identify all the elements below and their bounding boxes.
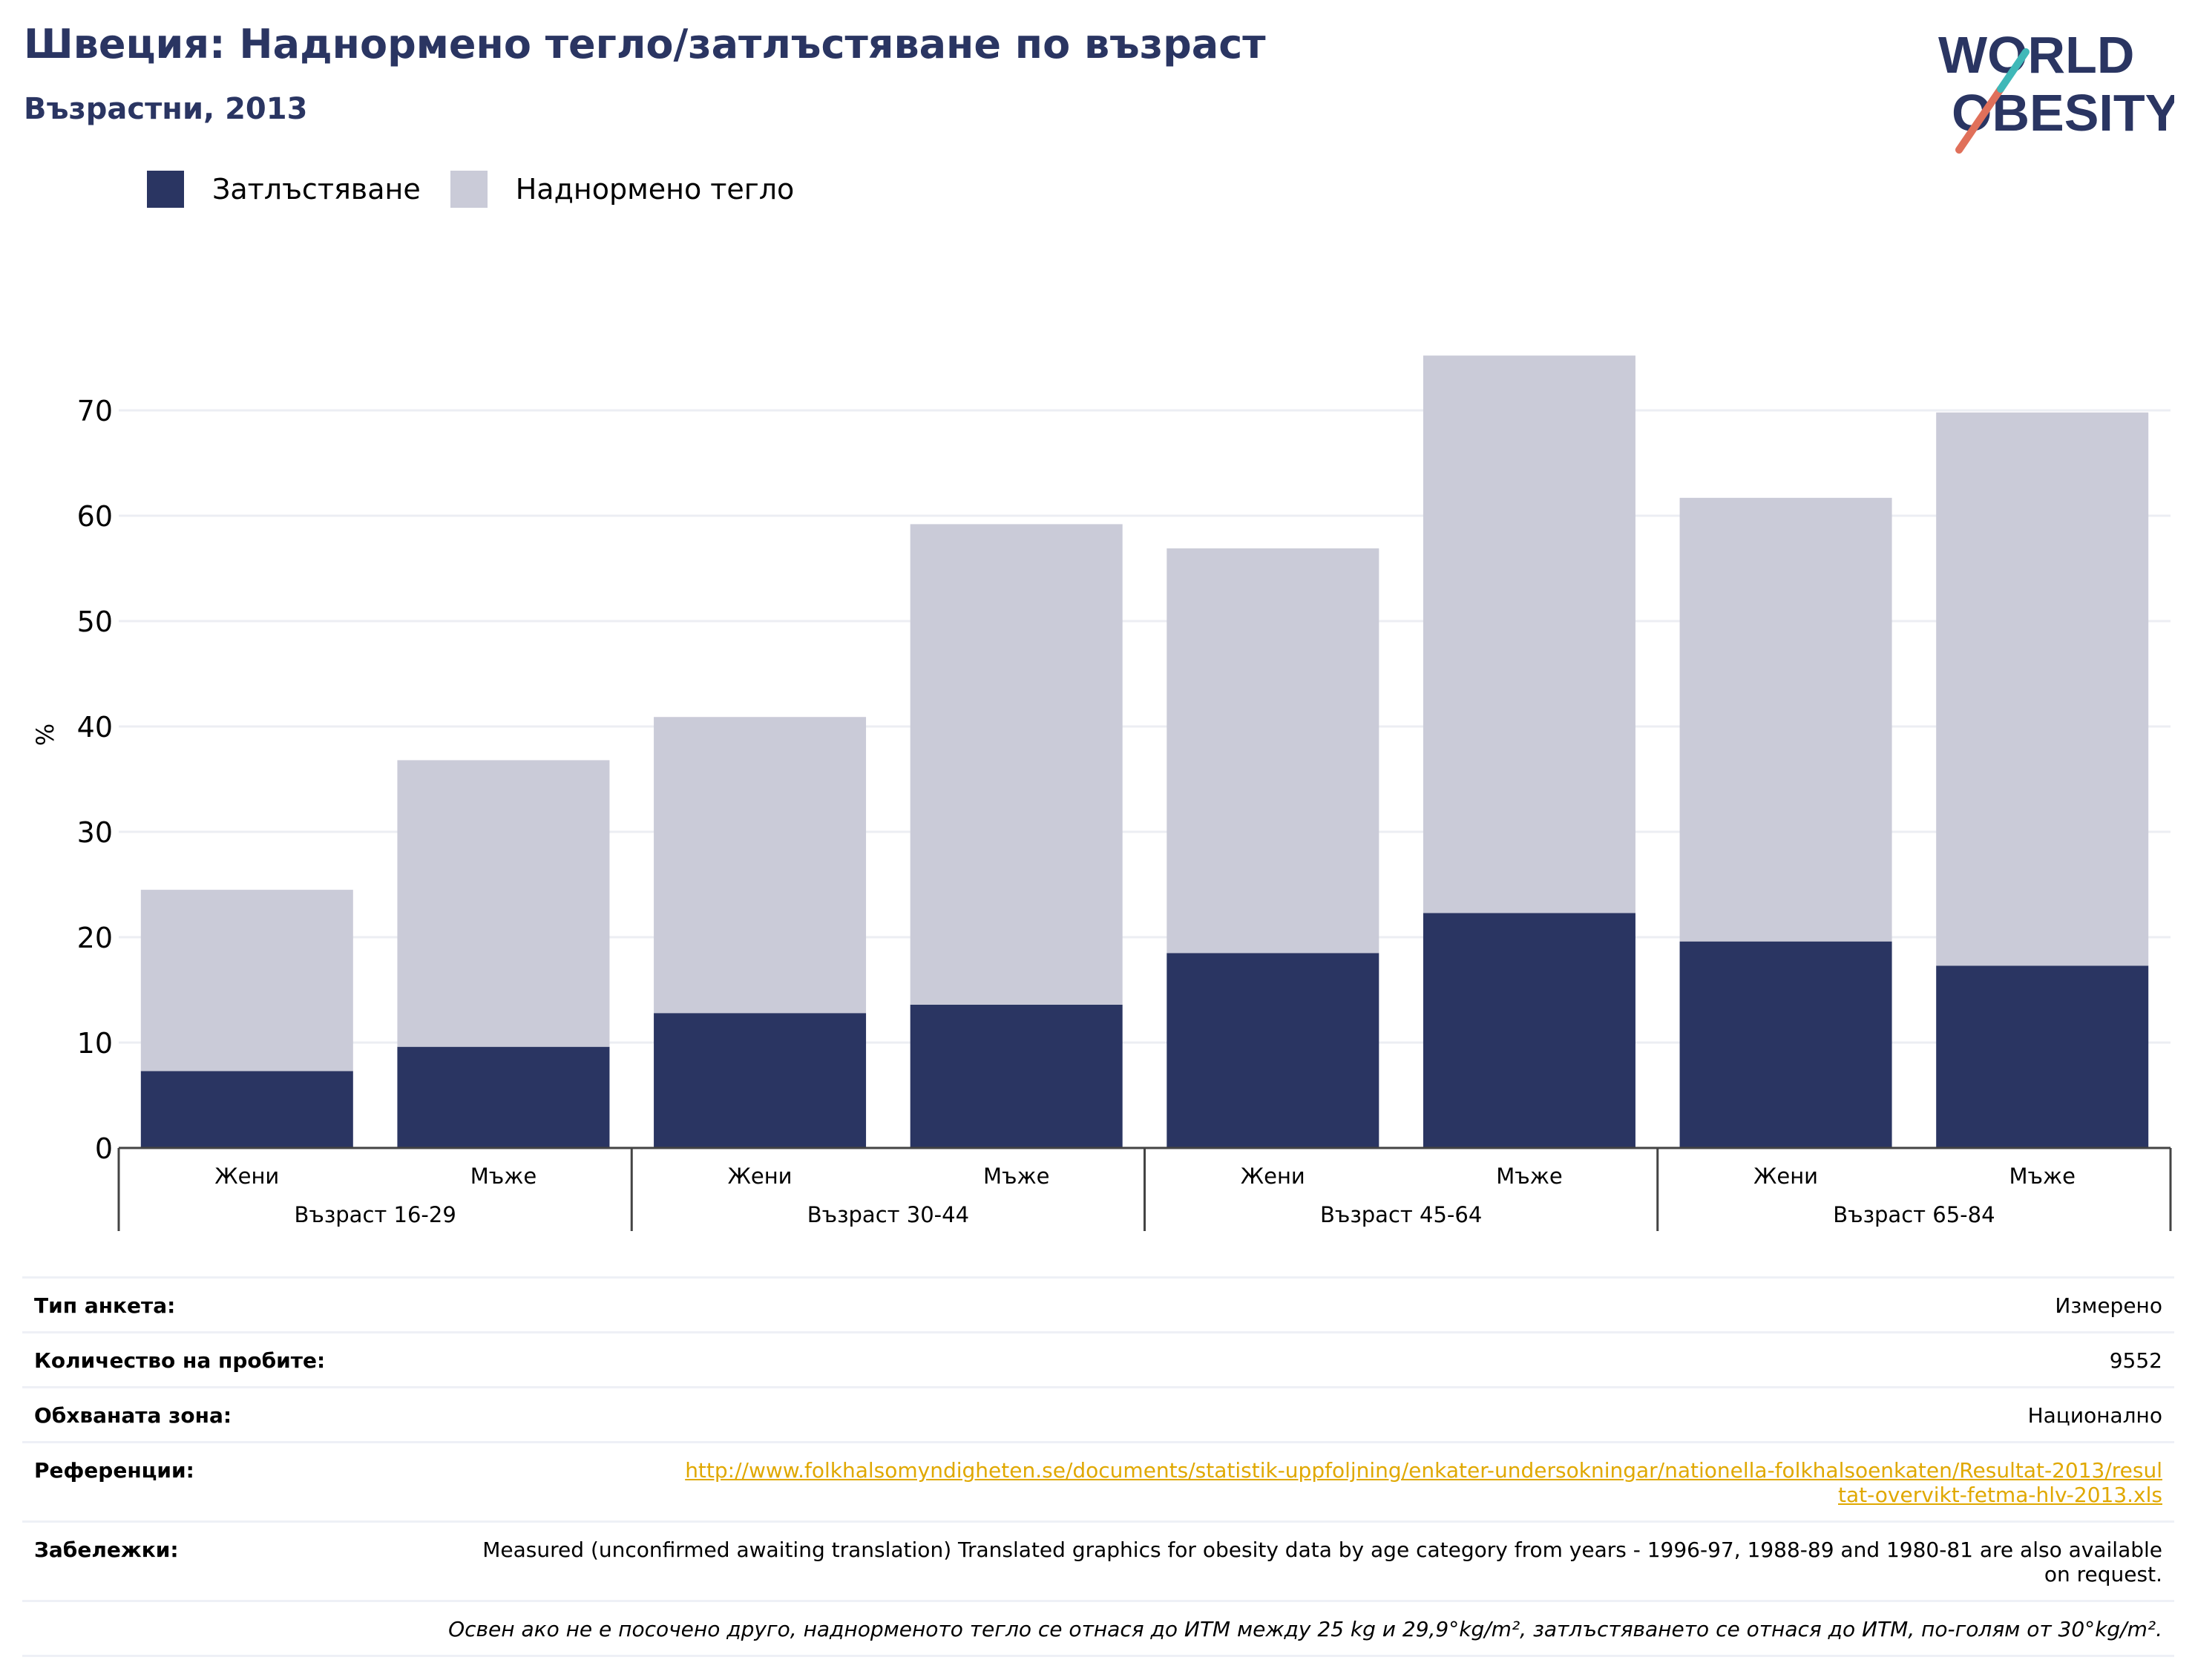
bar-obesity — [910, 1004, 1123, 1148]
info-row-footnote: Освен ако не е посочено друго, наднормен… — [22, 1600, 2174, 1657]
bar-overweight — [1679, 497, 1892, 942]
x-tick-label: Мъже — [983, 1164, 1049, 1189]
y-tick-label: 60 — [77, 500, 113, 533]
bar-overweight — [654, 717, 867, 1014]
legend-item-overweight[interactable]: Наднормено тегло — [450, 171, 795, 208]
logo-slash-teal — [1997, 48, 2030, 93]
chart-legend: Затлъстяване Наднормено тегло — [147, 171, 824, 208]
y-tick-label: 30 — [77, 816, 113, 849]
info-value-survey-type: Измерено — [2055, 1293, 2162, 1318]
x-tick-label: Жени — [1753, 1164, 1818, 1189]
y-tick-label: 50 — [77, 606, 113, 638]
bar-overweight — [1423, 355, 1635, 913]
stacked-bar-chart: 0 10 20 30 40 50 60 70% Жени Мъже Жени Мъже Жени Мъже… — [31, 355, 2172, 1231]
chart-title: Швеция: Наднормено тегло/затлъстяване по… — [24, 21, 1266, 68]
info-label-survey-type: Тип анкета: — [34, 1293, 176, 1318]
info-row-survey-type: Тип анкета: Измерено — [22, 1276, 2174, 1331]
bar-obesity — [1679, 941, 1892, 1148]
bar-obesity — [1936, 965, 2149, 1148]
info-label-references: Референции: — [34, 1458, 194, 1483]
x-tick-label: Жени — [1241, 1164, 1305, 1189]
bar-obesity — [1167, 953, 1379, 1148]
y-tick-label: 0 — [95, 1132, 113, 1165]
info-label-sample-size: Количество на пробите: — [34, 1348, 326, 1373]
info-value-area: Национално — [2027, 1403, 2162, 1428]
info-row-area: Обхваната зона: Национално — [22, 1386, 2174, 1441]
legend-item-obesity[interactable]: Затлъстяване — [147, 171, 421, 208]
bar-overweight — [397, 760, 610, 1047]
bar-overweight — [1167, 548, 1379, 954]
bar-obesity — [654, 1013, 867, 1148]
survey-info-table: Тип анкета: Измерено Количество на проби… — [22, 1276, 2174, 1657]
info-value-sample-size: 9552 — [2109, 1348, 2162, 1373]
legend-swatch-obesity — [147, 171, 184, 208]
y-tick-label: 70 — [77, 395, 113, 427]
bar-overweight — [1936, 412, 2149, 966]
x-tick-label: Мъже — [470, 1164, 537, 1189]
info-label-area: Обхваната зона: — [34, 1403, 232, 1428]
y-tick-label: 20 — [77, 922, 113, 954]
y-tick-label: 40 — [77, 711, 113, 744]
legend-swatch-overweight — [450, 171, 488, 208]
bar-overweight — [140, 890, 353, 1072]
y-tick-label: 10 — [77, 1027, 113, 1060]
y-axis-label: % — [31, 723, 59, 746]
info-row-references: Референции: http://www.folkhalsomyndighe… — [22, 1441, 2174, 1520]
x-group-label: Възраст 16-29 — [294, 1202, 456, 1227]
legend-label-overweight: Наднормено тегло — [515, 173, 795, 206]
world-obesity-logo: WORLD OBESITY — [1938, 26, 2174, 154]
logo-line-1: WORLD — [1938, 26, 2134, 84]
legend-label-obesity: Затлъстяване — [212, 173, 421, 206]
bar-overweight — [910, 524, 1123, 1005]
bar-obesity — [140, 1071, 353, 1148]
chart-subtitle: Възрастни, 2013 — [24, 92, 308, 126]
logo-slash-coral — [1955, 85, 2004, 154]
footnote: Освен ако не е посочено друго, наднормен… — [448, 1617, 2162, 1641]
bar-obesity — [1423, 913, 1635, 1148]
info-row-notes: Забележки: Measured (unconfirmed awaitin… — [22, 1520, 2174, 1600]
x-group-label: Възраст 30-44 — [807, 1202, 969, 1227]
x-group-label: Възраст 65-84 — [1833, 1202, 1995, 1227]
x-group-label: Възраст 45-64 — [1320, 1202, 1482, 1227]
info-label-notes: Забележки: — [34, 1538, 179, 1562]
x-tick-label: Мъже — [2009, 1164, 2075, 1189]
reference-link[interactable]: http://www.folkhalsomyndigheten.se/docum… — [685, 1458, 2162, 1507]
x-tick-label: Мъже — [1496, 1164, 1562, 1189]
info-row-sample-size: Количество на пробите: 9552 — [22, 1331, 2174, 1386]
x-tick-label: Жени — [728, 1164, 793, 1189]
info-value-notes: Measured (unconfirmed awaiting translati… — [482, 1538, 2162, 1587]
bar-obesity — [397, 1046, 610, 1148]
x-tick-label: Жени — [214, 1164, 279, 1189]
